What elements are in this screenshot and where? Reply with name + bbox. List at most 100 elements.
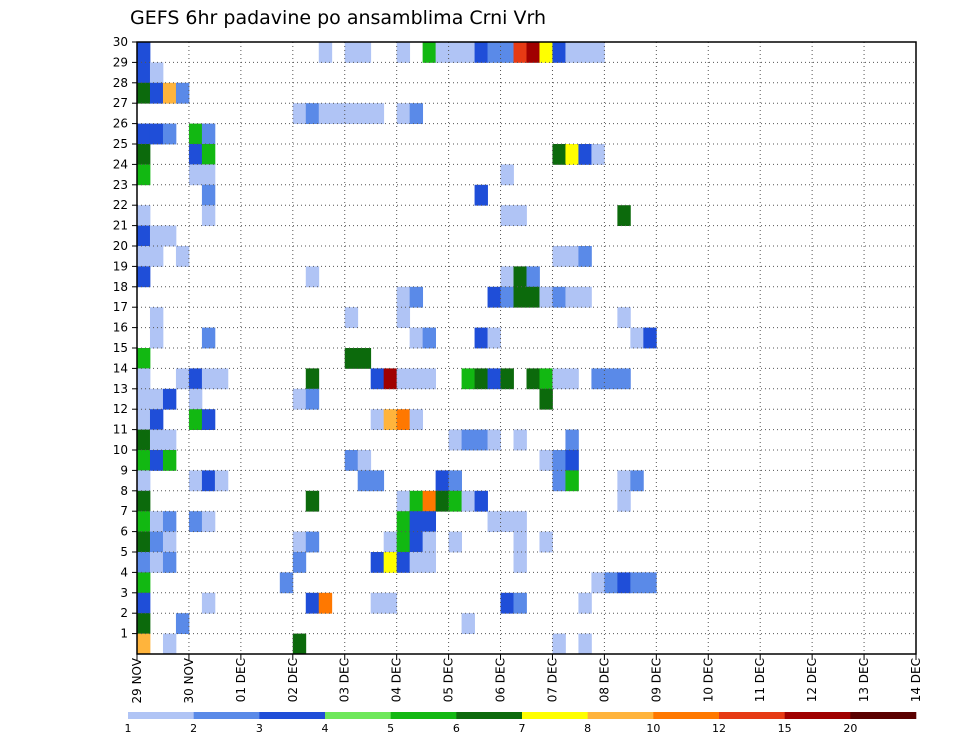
cell-m26-s0 bbox=[137, 123, 151, 145]
cell-m8-s25 bbox=[461, 490, 475, 512]
cell-m20-s0 bbox=[137, 246, 151, 267]
y-tick-label: 23 bbox=[113, 178, 128, 192]
cell-m30-s0 bbox=[137, 42, 151, 63]
cell-m1-s0 bbox=[137, 633, 151, 655]
colorbar-legend: 1 2 3 4 5 6 7 8 10 12 15 20 bbox=[125, 712, 917, 735]
cell-m3-s28 bbox=[500, 592, 514, 614]
cell-m14-s35 bbox=[591, 368, 605, 390]
cell-m23-s26 bbox=[474, 184, 488, 206]
cell-m3-s34 bbox=[578, 592, 592, 614]
y-tick-label: 19 bbox=[113, 259, 128, 273]
cell-m30-s29 bbox=[513, 42, 527, 63]
x-tick-label: 07 DEC bbox=[545, 658, 559, 702]
cell-m28-s1 bbox=[149, 82, 164, 104]
y-tick-label: 5 bbox=[120, 545, 128, 559]
cell-m30-s16 bbox=[344, 42, 359, 63]
cell-m4-s37 bbox=[617, 572, 631, 594]
cell-m1-s2 bbox=[162, 633, 177, 655]
cell-m24-s4 bbox=[188, 164, 203, 186]
x-tick-label: 30 NOV bbox=[182, 657, 196, 703]
cell-m26-s2 bbox=[162, 123, 177, 145]
cell-m7-s27 bbox=[487, 511, 501, 532]
cell-m19-s28 bbox=[500, 266, 514, 288]
cell-m12-s5 bbox=[201, 409, 216, 430]
cell-m14-s22 bbox=[422, 368, 437, 390]
cell-m30-s17 bbox=[357, 42, 372, 63]
cell-m3-s14 bbox=[318, 592, 333, 614]
cell-m19-s29 bbox=[513, 266, 527, 288]
cell-m4-s0 bbox=[137, 572, 151, 594]
cell-m18-s28 bbox=[500, 286, 514, 308]
cell-m16-s26 bbox=[474, 327, 488, 349]
cell-m2-s3 bbox=[175, 613, 190, 634]
cell-m19-s13 bbox=[305, 266, 320, 288]
y-tick-label: 21 bbox=[113, 219, 128, 233]
cell-m10-s0 bbox=[137, 450, 151, 471]
cell-m7-s20 bbox=[396, 511, 411, 532]
cell-m27-s14 bbox=[318, 103, 333, 124]
cell-m10-s1 bbox=[149, 450, 164, 471]
cell-m1-s34 bbox=[578, 633, 592, 655]
colorbar-swatch bbox=[850, 712, 917, 719]
cell-m27-s15 bbox=[331, 103, 346, 124]
y-tick-label: 2 bbox=[120, 606, 128, 620]
x-tick-label: 13 DEC bbox=[857, 658, 871, 702]
colorbar-label: 3 bbox=[256, 722, 263, 735]
cell-m8-s22 bbox=[422, 490, 437, 512]
colorbar-swatch bbox=[587, 712, 654, 719]
y-tick-label: 16 bbox=[113, 321, 128, 335]
cell-m30-s23 bbox=[435, 42, 449, 63]
x-tick-label: 29 NOV bbox=[130, 657, 144, 703]
cell-m18-s33 bbox=[565, 286, 579, 308]
cell-m14-s26 bbox=[474, 368, 488, 390]
cell-m30-s34 bbox=[578, 42, 592, 63]
cell-m23-s5 bbox=[201, 184, 216, 206]
cell-m12-s19 bbox=[383, 409, 398, 430]
cell-m7-s1 bbox=[149, 511, 164, 532]
cell-m30-s26 bbox=[474, 42, 488, 63]
cell-m14-s33 bbox=[565, 368, 579, 390]
cell-m6-s29 bbox=[513, 531, 527, 553]
y-tick-label: 12 bbox=[113, 402, 128, 416]
cell-m20-s32 bbox=[552, 246, 566, 267]
cell-m1-s12 bbox=[292, 633, 307, 655]
cell-m6-s24 bbox=[448, 531, 462, 553]
y-tick-label: 30 bbox=[113, 35, 128, 49]
y-tick-label: 10 bbox=[113, 443, 128, 457]
cell-m10-s31 bbox=[539, 450, 553, 471]
cell-m9-s38 bbox=[630, 470, 644, 492]
x-tick-label: 12 DEC bbox=[805, 658, 819, 702]
cell-m11-s29 bbox=[513, 429, 527, 451]
colorbar-label: 2 bbox=[190, 722, 197, 735]
x-tick-label: 01 DEC bbox=[234, 658, 248, 702]
cell-m5-s21 bbox=[409, 552, 424, 573]
y-tick-label: 17 bbox=[113, 300, 128, 314]
cell-m16-s38 bbox=[630, 327, 644, 349]
cell-m13-s31 bbox=[539, 388, 553, 410]
cell-m3-s19 bbox=[383, 592, 398, 614]
x-tick-label: 08 DEC bbox=[597, 658, 611, 702]
colorbar-label: 4 bbox=[322, 722, 329, 735]
cell-m25-s33 bbox=[565, 144, 579, 165]
cell-m27-s12 bbox=[292, 103, 307, 124]
cell-m19-s0 bbox=[137, 266, 151, 288]
cell-m10-s2 bbox=[162, 450, 177, 471]
colorbar-label: 8 bbox=[584, 722, 591, 735]
cell-m14-s18 bbox=[370, 368, 385, 390]
cell-m21-s2 bbox=[162, 225, 177, 247]
cell-m7-s21 bbox=[409, 511, 424, 532]
colorbar-label: 15 bbox=[778, 722, 792, 735]
cell-m25-s0 bbox=[137, 144, 151, 165]
y-tick-label: 9 bbox=[120, 463, 128, 477]
cell-m18-s31 bbox=[539, 286, 553, 308]
cell-m11-s27 bbox=[487, 429, 501, 451]
cell-m10-s16 bbox=[344, 450, 359, 471]
y-tick-label: 29 bbox=[113, 55, 128, 69]
cell-m24-s28 bbox=[500, 164, 514, 186]
y-axis: 1234567891011121314151617181920212223242… bbox=[113, 35, 137, 641]
cell-m30-s30 bbox=[526, 42, 540, 63]
cell-m26-s5 bbox=[201, 123, 216, 145]
cell-m15-s0 bbox=[137, 348, 151, 369]
cell-m5-s19 bbox=[383, 552, 398, 573]
colorbar-swatch bbox=[390, 712, 457, 719]
